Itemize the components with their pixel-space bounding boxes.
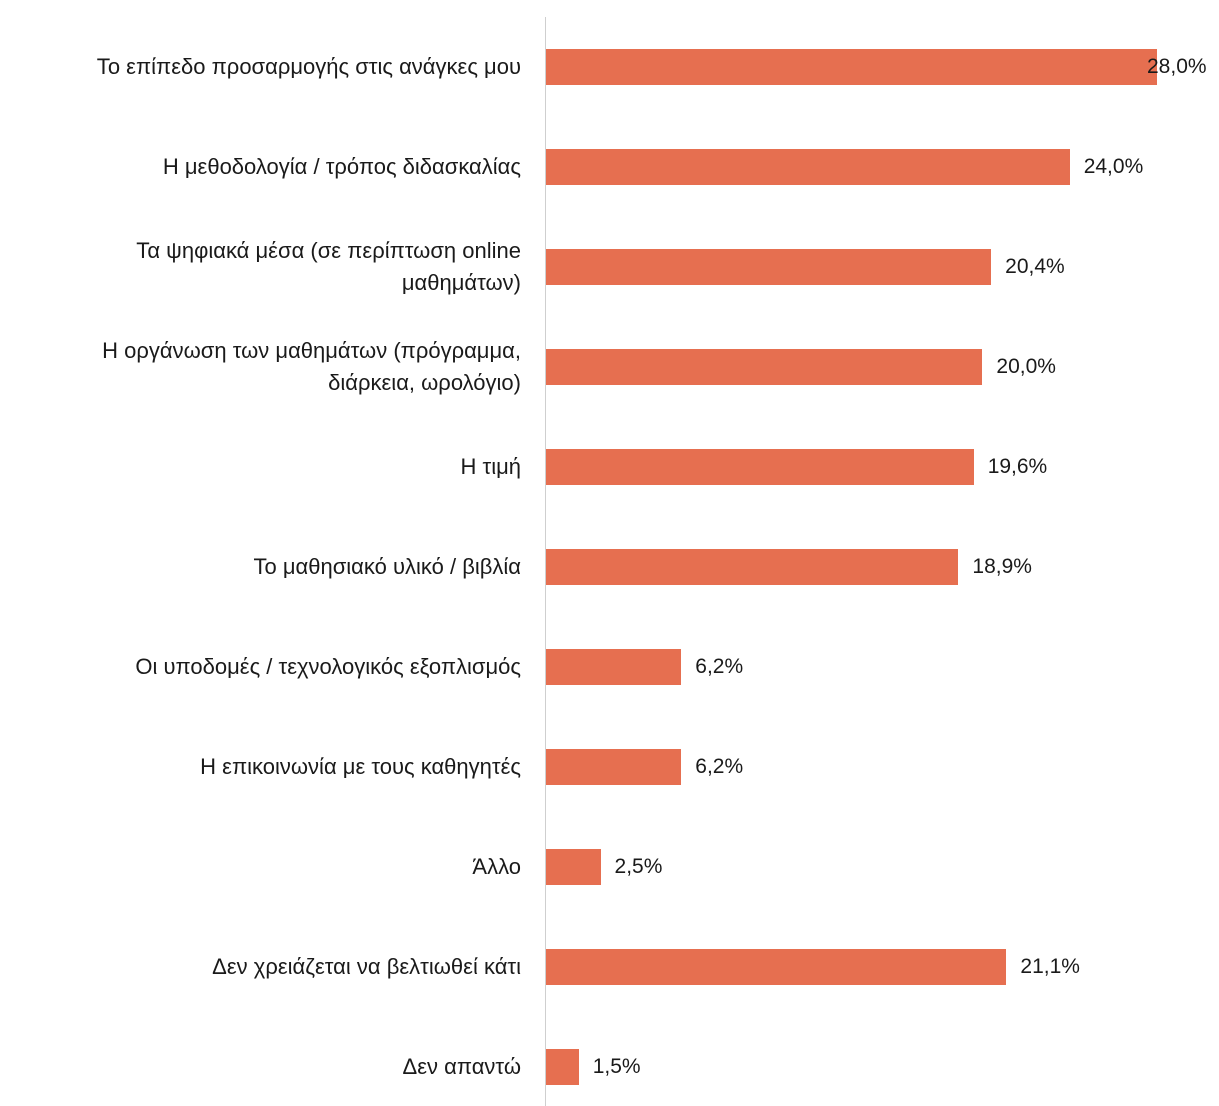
- value-label: 6,2%: [695, 755, 744, 778]
- category-label: Το μαθησιακό υλικό / βιβλία: [253, 554, 521, 579]
- category-label: Οι υποδομές / τεχνολογικός εξοπλισμός: [135, 654, 521, 679]
- bar: [546, 949, 1007, 985]
- category-label: Άλλο: [472, 854, 521, 879]
- category-label: Δεν χρειάζεται να βελτιωθεί κάτι: [212, 954, 521, 979]
- bar: [546, 149, 1070, 185]
- bar: [546, 649, 682, 685]
- bar: [546, 1049, 579, 1085]
- value-label: 1,5%: [592, 1055, 641, 1078]
- value-label: 2,5%: [614, 855, 663, 878]
- value-label: 19,6%: [987, 455, 1048, 478]
- value-label: 28,0%: [1147, 55, 1207, 78]
- value-label: 6,2%: [695, 655, 744, 678]
- value-label: 20,4%: [1005, 255, 1065, 278]
- value-label: 21,1%: [1020, 955, 1080, 978]
- category-label: Το επίπεδο προσαρμογής στις ανάγκες μου: [96, 54, 521, 79]
- bar: [546, 249, 992, 285]
- bar: [546, 449, 974, 485]
- axis-line: [545, 17, 546, 1106]
- value-label: 24,0%: [1083, 155, 1144, 178]
- category-label: Η επικοινωνία με τους καθηγητές: [200, 754, 521, 779]
- category-label: Η οργάνωση των μαθημάτων (πρόγραμμα, διά…: [102, 338, 521, 395]
- bar: [546, 549, 959, 585]
- bar: [546, 349, 983, 385]
- value-label: 18,9%: [972, 555, 1032, 578]
- bar: [546, 749, 682, 785]
- category-label: Τα ψηφιακά μέσα (σε περίπτωση online μαθ…: [136, 238, 521, 295]
- category-label: Η τιμή: [460, 454, 522, 479]
- bar: [546, 49, 1157, 85]
- category-label: Δεν απαντώ: [402, 1054, 521, 1079]
- value-label: 20,0%: [996, 355, 1056, 378]
- category-label: Η μεθοδολογία / τρόπος διδασκαλίας: [162, 154, 521, 179]
- bar: [546, 849, 601, 885]
